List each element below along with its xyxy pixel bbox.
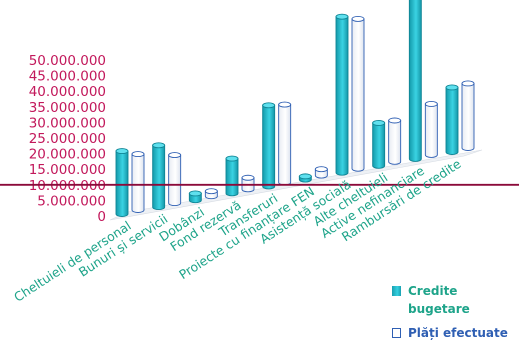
y-tick-label: 20.000.000 (29, 147, 106, 163)
bar-credite-asistenta-sociala-body (335, 16, 349, 176)
bar-plati-transferuri-cap (278, 101, 292, 108)
y-tick-label: 5.000.000 (37, 193, 106, 209)
bars (115, 0, 475, 217)
legend-label-credite-1: Credite (408, 284, 458, 298)
bar-plati-cheltuieli-de-personal-body (131, 153, 145, 213)
bar-credite-rambursari-de-credite-cap (445, 84, 459, 91)
bar-plati-asistenta-sociala-body (351, 18, 365, 172)
bar-credite-transferuri (262, 102, 276, 190)
legend-label-plati: Plăți efectuate (408, 326, 508, 340)
y-tick-label: 40.000.000 (29, 84, 106, 100)
legend-item-credite: Credite bugetare (392, 282, 519, 318)
bar-plati-active-nefinanciare (424, 101, 438, 158)
y-tick-label: 35.000.000 (29, 100, 106, 116)
y-tick-label: 45.000.000 (29, 69, 106, 85)
bar-credite-dobanzi-cap (188, 190, 202, 197)
bar-credite-transferuri-body (262, 104, 276, 190)
bar-credite-alte-cheltuieli (372, 120, 386, 169)
bar-plati-transferuri-body (278, 104, 292, 186)
bar-credite-active-nefinanciare (408, 0, 422, 162)
bar-plati-dobanzi-cap (204, 188, 218, 195)
y-tick-label: 15.000.000 (29, 162, 106, 178)
bar-credite-fond-rezerva-body (225, 158, 239, 197)
bar-credite-bunuri-si-servicii-cap (152, 142, 166, 149)
bar-credite-rambursari-de-credite-body (445, 87, 459, 155)
bar-credite-bunuri-si-servicii (152, 142, 166, 211)
bar-plati-rambursari-de-credite (461, 80, 475, 151)
legend: Credite bugetare Plăți efectuate (392, 282, 519, 342)
bar-credite-rambursari-de-credite (445, 84, 459, 155)
bar-credite-alte-cheltuieli-body (372, 122, 386, 169)
bar-plati-asistenta-sociala-cap (351, 15, 365, 22)
bar-credite-transferuri-cap (262, 102, 276, 109)
bar-plati-dobanzi (204, 188, 218, 200)
bar-plati-asistenta-sociala (351, 15, 365, 172)
bar-plati-proiecte-cu-finantare-fen-cap (314, 166, 328, 173)
bar-credite-cheltuieli-de-personal-body (115, 150, 129, 217)
bar-credite-cheltuieli-de-personal (115, 148, 129, 217)
bar-plati-active-nefinanciare-cap (424, 101, 438, 107)
bar-plati-transferuri (278, 101, 292, 186)
bar-credite-alte-cheltuieli-cap (372, 120, 386, 126)
y-tick-label: 10.000.000 (29, 178, 106, 194)
legend-swatch-credite (392, 286, 401, 296)
bar-credite-fond-rezerva (225, 155, 239, 197)
y-tick-label: 0 (97, 209, 106, 225)
legend-swatch-plati (392, 328, 401, 338)
bar-credite-cheltuieli-de-personal-cap (115, 148, 129, 155)
bar-credite-dobanzi (188, 190, 202, 204)
y-tick-label: 30.000.000 (29, 115, 106, 131)
bar-credite-asistenta-sociala (335, 13, 349, 176)
y-axis-ticks: 50.000.00045.000.00040.000.00035.000.000… (29, 53, 106, 225)
bar-plati-bunuri-si-servicii (168, 152, 182, 207)
bar-plati-alte-cheltuieli (388, 117, 402, 165)
bar-plati-cheltuieli-de-personal-cap (131, 151, 145, 158)
bar-credite-asistenta-sociala-cap (335, 13, 349, 20)
y-tick-label: 25.000.000 (29, 131, 106, 147)
bar-plati-fond-rezerva-cap (241, 174, 255, 181)
bar-plati-bunuri-si-servicii-cap (168, 152, 182, 159)
bar-credite-fond-rezerva-cap (225, 155, 239, 162)
bar-credite-bunuri-si-servicii-body (152, 144, 166, 211)
bar-plati-alte-cheltuieli-cap (388, 117, 402, 124)
bar-credite-proiecte-cu-finantare-fen-cap (298, 173, 312, 180)
bar-plati-active-nefinanciare-body (424, 103, 438, 158)
bar-plati-alte-cheltuieli-body (388, 120, 402, 165)
category-label-cheltuieli-de-personal: Cheltuieli de personal (11, 218, 133, 305)
bar-plati-cheltuieli-de-personal (131, 151, 145, 213)
bar-credite-proiecte-cu-finantare-fen (298, 173, 312, 183)
y-tick-label: 50.000.000 (29, 53, 106, 69)
bar-plati-bunuri-si-servicii-body (168, 154, 182, 207)
bar-plati-proiecte-cu-finantare-fen (314, 166, 328, 179)
legend-label-credite-2: bugetare (408, 302, 470, 316)
bar-plati-rambursari-de-credite-cap (461, 80, 475, 87)
bar-plati-rambursari-de-credite-body (461, 83, 475, 151)
legend-item-plati: Plăți efectuate (392, 324, 519, 342)
bar-credite-active-nefinanciare-body (408, 0, 422, 162)
bar-plati-fond-rezerva (241, 174, 255, 193)
